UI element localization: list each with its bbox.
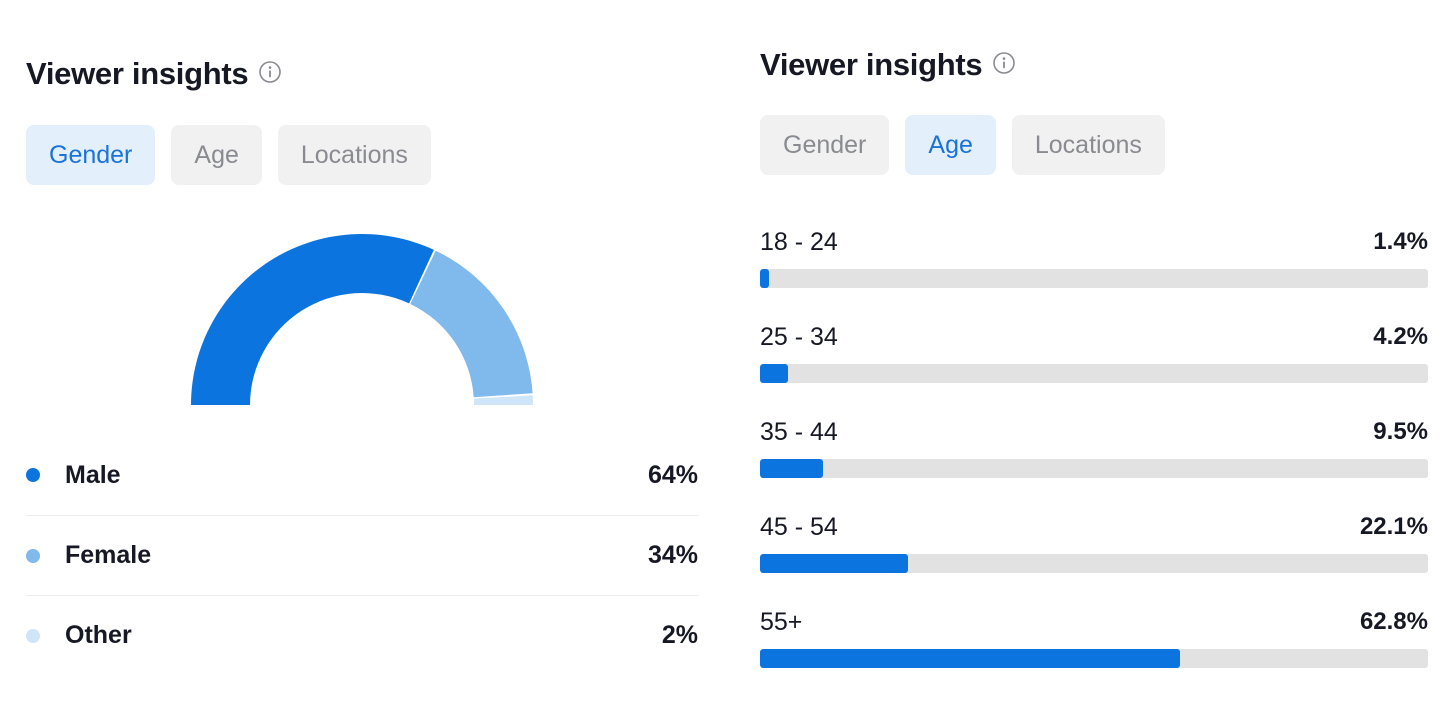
age-value: 4.2% (1373, 323, 1428, 350)
tab-gender[interactable]: Gender (760, 115, 890, 175)
age-label: 55+ (760, 607, 803, 636)
age-row-35-44: 35 - 44 9.5% (760, 415, 1428, 510)
panel-title: Viewer insights (760, 47, 983, 82)
bar-track (760, 554, 1428, 573)
age-label: 35 - 44 (760, 417, 838, 446)
age-row-18-24: 18 - 24 1.4% (760, 225, 1428, 320)
legend-value: 34% (647, 541, 698, 569)
age-label: 25 - 34 (760, 322, 838, 351)
panel-title: Viewer insights (26, 56, 249, 91)
bar-track (760, 649, 1428, 668)
bar-fill-45-54 (760, 554, 908, 573)
female-dot-icon (26, 548, 40, 563)
other-segment (473, 395, 533, 405)
legend-label: Female (65, 541, 152, 569)
female-segment (410, 250, 533, 398)
male-dot-icon (26, 468, 40, 482)
legend-value: 2% (661, 621, 698, 649)
gender-legend: Male 64% Female 34% Other 2% (26, 435, 698, 675)
age-row-55-plus: 55+ 62.8% (760, 605, 1428, 700)
bar-fill-18-24 (760, 269, 770, 288)
other-dot-icon (26, 628, 40, 643)
tab-age[interactable]: Age (905, 115, 996, 175)
title-row: Viewer insights (760, 47, 1016, 83)
tab-gender[interactable]: Gender (26, 125, 156, 185)
title-row: Viewer insights (26, 56, 282, 92)
legend-item-other: Other 2% (26, 595, 698, 675)
gender-half-donut-chart (191, 233, 533, 405)
legend-item-female: Female 34% (26, 515, 698, 595)
tab-age[interactable]: Age (171, 125, 262, 185)
info-icon[interactable] (992, 51, 1016, 75)
age-row-45-54: 45 - 54 22.1% (760, 510, 1428, 605)
age-value: 22.1% (1359, 513, 1428, 540)
legend-label: Male (65, 460, 121, 489)
insight-tabs: Gender Age Locations (760, 115, 1165, 175)
legend-label: Other (65, 621, 132, 649)
legend-value: 64% (647, 460, 698, 489)
age-row-25-34: 25 - 34 4.2% (760, 320, 1428, 415)
tab-locations[interactable]: Locations (277, 125, 431, 185)
bar-fill-55-plus (760, 649, 1180, 668)
bar-fill-25-34 (760, 364, 789, 383)
male-segment (191, 233, 434, 405)
bar-track (760, 364, 1428, 383)
info-icon[interactable] (258, 60, 282, 84)
legend-item-male: Male 64% (26, 435, 698, 515)
age-value: 1.4% (1373, 228, 1428, 255)
bar-fill-35-44 (760, 459, 824, 478)
age-bar-chart: 18 - 24 1.4% 25 - 34 4.2% 35 - 44 9.5% 4… (760, 225, 1428, 700)
insight-tabs: Gender Age Locations (26, 125, 431, 185)
bar-track (760, 269, 1428, 288)
age-value: 9.5% (1373, 418, 1428, 445)
age-value: 62.8% (1359, 608, 1428, 635)
age-label: 18 - 24 (760, 227, 838, 256)
tab-locations[interactable]: Locations (1011, 115, 1165, 175)
age-label: 45 - 54 (760, 512, 838, 541)
bar-track (760, 459, 1428, 478)
